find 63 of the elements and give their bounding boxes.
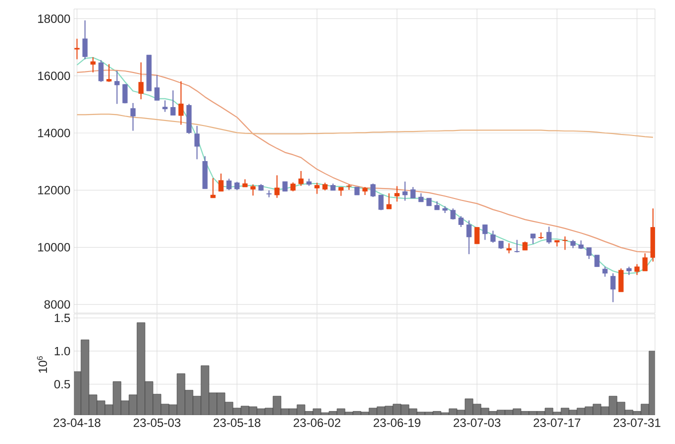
candlestick	[394, 186, 400, 202]
y-axis-title: 10$^{6}$	[37, 356, 48, 373]
candlestick	[378, 194, 384, 211]
candlestick	[506, 242, 512, 254]
y-tick-label: 16000	[38, 72, 70, 80]
candlestick	[154, 74, 160, 101]
candlestick	[402, 181, 408, 202]
candlestick	[226, 178, 232, 191]
candlestick	[458, 216, 464, 228]
candlestick	[274, 174, 280, 198]
x-tick-label: 23-06-02	[294, 418, 340, 427]
candlestick	[514, 239, 520, 253]
candlestick	[546, 226, 552, 244]
x-tick-label: 23-07-31	[614, 418, 660, 427]
candlestick	[106, 64, 112, 82]
y-tick-label: 12000	[38, 186, 70, 194]
y-tick-label: 0.5	[54, 380, 70, 388]
x-tick-label: 23-07-03	[454, 418, 500, 427]
candlestick	[610, 272, 616, 303]
candlestick	[562, 236, 568, 250]
x-tick-label: 23-05-03	[134, 418, 180, 427]
candlestick	[218, 173, 224, 192]
candlestick	[466, 220, 472, 255]
candlestick	[114, 70, 120, 104]
candlestick	[250, 184, 256, 196]
candlestick	[138, 62, 144, 100]
candlestick	[594, 254, 600, 268]
y-tick-label: 1.0	[54, 346, 70, 356]
candlestick	[618, 268, 624, 292]
candlestick	[586, 247, 592, 260]
x-tick-label: 23-07-17	[534, 418, 580, 427]
candlestick	[482, 224, 488, 240]
candlestick	[210, 178, 216, 198]
candlestick	[298, 170, 304, 186]
x-tick-label: 23-05-18	[214, 418, 260, 427]
candlestick	[178, 80, 184, 126]
candlestick	[130, 102, 136, 132]
candlestick	[98, 60, 104, 82]
candlestick	[530, 233, 536, 244]
candlestick	[410, 186, 416, 199]
candlestick	[282, 181, 288, 192]
candlestick	[474, 226, 480, 244]
candlestick	[642, 252, 648, 272]
candlestick	[82, 20, 88, 60]
candlestick	[122, 84, 128, 104]
x-tick-label: 23-06-19	[374, 418, 420, 427]
candlestick	[194, 125, 200, 160]
candlestick	[314, 182, 320, 194]
y-tick-label: 1.5	[54, 314, 70, 322]
y-tick-label: 18000	[38, 14, 70, 23]
candlestick	[370, 183, 376, 198]
x-tick-label: 23-04-18	[54, 418, 100, 427]
y-tick-label: 8000	[44, 300, 70, 309]
candlestick	[490, 230, 496, 244]
candlestick	[90, 56, 96, 73]
candlestick	[602, 266, 608, 278]
candlestick	[74, 38, 80, 60]
y-tick-label: 10000	[38, 243, 70, 252]
candlestick	[386, 192, 392, 210]
candlestick	[170, 90, 176, 116]
y-tick-label: 14000	[38, 128, 70, 138]
candlestick	[634, 264, 640, 276]
candlestick	[162, 100, 168, 112]
